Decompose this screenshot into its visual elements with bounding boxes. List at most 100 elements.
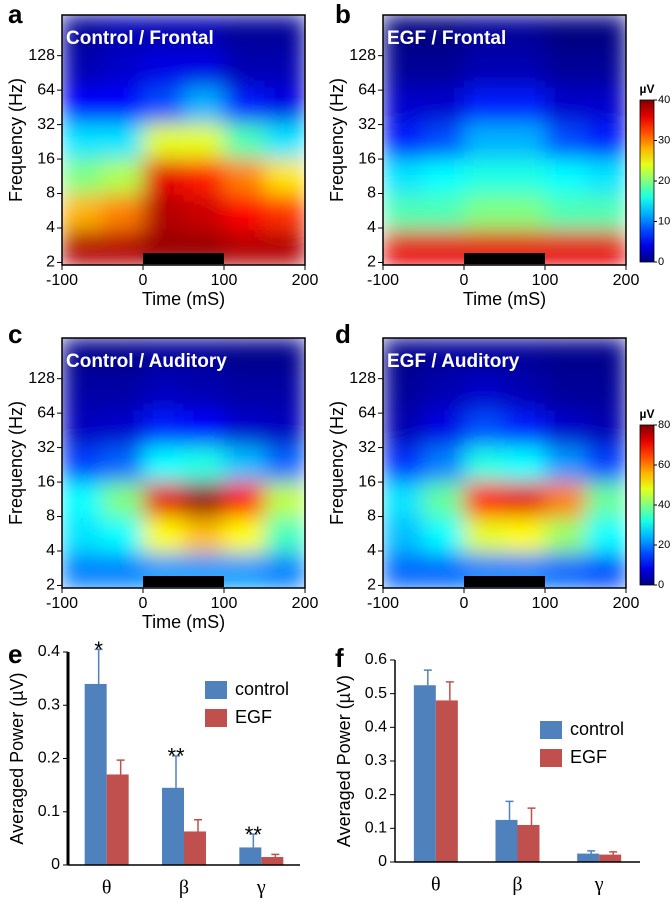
- error-bar: [271, 853, 280, 858]
- stimulus-bar: [464, 253, 545, 264]
- heatmap-cell: [585, 229, 626, 265]
- heatmap-cell: [383, 15, 425, 52]
- y-tick-label: 0.3: [365, 752, 387, 769]
- heatmap-cell: [464, 445, 506, 482]
- panel-label: d: [335, 319, 351, 349]
- heatmap-cell: [62, 409, 104, 447]
- colorbar-tick-label: 0: [658, 579, 664, 591]
- heatmap-cell: [264, 193, 305, 231]
- panel-label: a: [8, 0, 23, 29]
- heatmap-cell: [504, 193, 546, 231]
- bar: [599, 854, 622, 862]
- heatmap-cell: [62, 229, 104, 265]
- panel-label: f: [335, 643, 344, 673]
- heatmap-cell: [143, 338, 185, 375]
- x-tick-label: 0: [460, 272, 469, 289]
- heatmap-cell: [264, 445, 305, 482]
- heatmap-cell: [224, 480, 266, 518]
- y-tick-label: 4: [367, 219, 376, 236]
- heatmap-cell: [464, 193, 506, 231]
- heatmap-cell: [264, 157, 305, 195]
- legend-swatch: [205, 681, 227, 699]
- y-tick-label: 128: [349, 370, 376, 387]
- heatmap-cell: [183, 409, 225, 447]
- heatmap-cell: [464, 15, 506, 52]
- heatmap-title: Control / Auditory: [66, 351, 227, 372]
- x-tick-label: β: [179, 877, 189, 899]
- x-tick-label: 100: [211, 272, 238, 289]
- x-tick-label: -100: [367, 595, 399, 612]
- heatmap-cell: [545, 157, 587, 195]
- x-tick-label: 200: [613, 272, 640, 289]
- heatmap-cell: [545, 338, 587, 375]
- heatmap-cell: [183, 86, 225, 124]
- heatmap-cell: [504, 373, 546, 411]
- heatmap-cell: [264, 373, 305, 411]
- y-axis-label: Averaged Power (µV): [334, 675, 354, 847]
- heatmap-cell: [504, 338, 546, 375]
- heatmap-cell: [62, 193, 104, 231]
- heatmap-cell: [264, 516, 305, 554]
- x-tick-label: 100: [532, 272, 559, 289]
- heatmap-cell: [224, 516, 266, 554]
- heatmap-cell: [102, 409, 144, 447]
- x-tick-label: 100: [532, 595, 559, 612]
- y-axis-label: Frequency (Hz): [327, 78, 347, 202]
- x-tick-label: γ: [256, 877, 266, 899]
- heatmap-cell: [143, 86, 185, 124]
- heatmap-cell: [264, 50, 305, 88]
- y-tick-label: 0.1: [365, 820, 387, 837]
- heatmap-title: EGF / Frontal: [387, 28, 506, 49]
- y-tick-label: 4: [46, 542, 55, 559]
- y-tick-label: 0.4: [365, 719, 387, 736]
- colorbar-label: µV: [640, 82, 655, 96]
- y-axis-label: Averaged Power (µV): [7, 672, 27, 844]
- bar: [577, 853, 600, 862]
- panel-label: c: [8, 319, 22, 349]
- y-tick-label: 2: [367, 254, 376, 271]
- legend-label: EGF: [570, 747, 607, 767]
- y-tick-label: 4: [367, 542, 376, 559]
- heatmap-cell: [464, 157, 506, 195]
- y-tick-label: 8: [367, 508, 376, 525]
- error-bar: [94, 648, 103, 684]
- y-tick-label: 0: [51, 856, 60, 873]
- y-tick-label: 4: [46, 219, 55, 236]
- significance-marker: **: [245, 822, 263, 847]
- heatmap-cell: [383, 373, 425, 411]
- y-axis-label: Frequency (Hz): [6, 401, 26, 525]
- heatmap: [62, 338, 305, 588]
- stimulus-bar: [143, 576, 224, 587]
- heatmap-cell: [423, 122, 465, 159]
- y-tick-label: 0.6: [365, 651, 387, 668]
- y-tick-label: 64: [37, 404, 55, 421]
- y-tick-label: 128: [349, 47, 376, 64]
- heatmap-cell: [264, 122, 305, 159]
- heatmap-cell: [102, 122, 144, 159]
- heatmap-cell: [264, 480, 305, 518]
- x-tick-label: -100: [46, 595, 78, 612]
- heatmap-cell: [62, 86, 104, 124]
- heatmap-cell: [143, 409, 185, 447]
- colorbar-tick-label: 40: [658, 94, 670, 106]
- legend-label: control: [570, 719, 624, 739]
- colorbar-tick-label: 80: [658, 419, 670, 431]
- heatmap-cell: [383, 157, 425, 195]
- x-axis-label: Time (mS): [142, 612, 225, 632]
- heatmap-cell: [423, 229, 465, 265]
- heatmap-cell: [545, 480, 587, 518]
- heatmap-cell: [585, 373, 626, 411]
- heatmap-cell: [224, 373, 266, 411]
- heatmap-cell: [504, 50, 546, 88]
- heatmap-cell: [183, 122, 225, 159]
- y-tick-label: 16: [37, 150, 55, 167]
- heatmap-cell: [504, 480, 546, 518]
- heatmap: [383, 15, 626, 265]
- heatmap-cell: [102, 480, 144, 518]
- legend-swatch: [205, 709, 227, 727]
- heatmap-cell: [102, 445, 144, 482]
- bar: [413, 685, 436, 862]
- bar: [84, 683, 107, 865]
- heatmap-cell: [464, 50, 506, 88]
